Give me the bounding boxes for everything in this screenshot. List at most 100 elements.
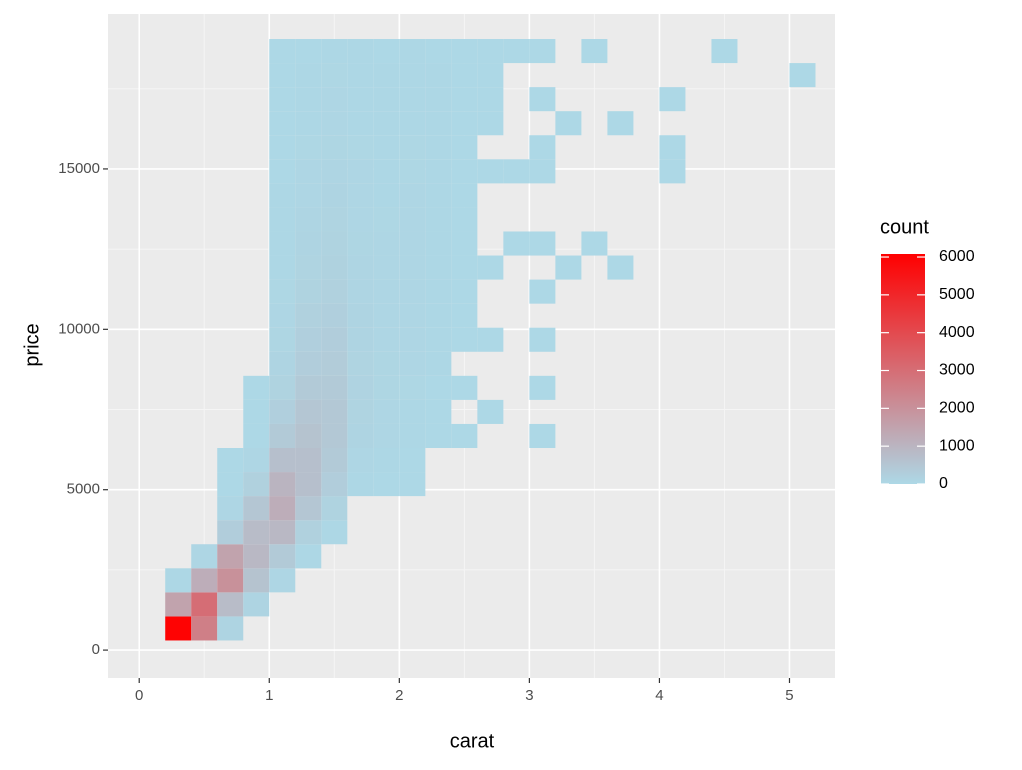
y-tick-label: 15000 <box>58 160 100 177</box>
heatmap-cell <box>425 135 452 160</box>
heatmap-cell <box>191 568 218 593</box>
heatmap-cell <box>321 327 348 352</box>
heatmap-cell <box>269 496 296 521</box>
heatmap-cell <box>269 448 296 473</box>
heatmap-cell <box>269 255 296 280</box>
heatmap-cell <box>269 568 296 593</box>
heatmap-cell <box>243 592 270 617</box>
heatmap-cell <box>269 159 296 184</box>
heatmap-cell <box>165 568 192 593</box>
x-tick-label: 3 <box>525 687 533 704</box>
heatmap-cell <box>373 472 400 497</box>
heatmap-cell <box>399 39 426 64</box>
heatmap-cell <box>321 111 348 136</box>
heatmap-cell <box>217 616 244 641</box>
heatmap-cell <box>425 351 452 376</box>
heatmap-cell <box>399 448 426 473</box>
heatmap-cell <box>399 255 426 280</box>
heatmap-cell <box>321 135 348 160</box>
heatmap-cell <box>529 279 556 304</box>
heatmap-cell <box>321 448 348 473</box>
heatmap-cell <box>295 183 322 208</box>
heatmap-cell <box>295 520 322 545</box>
x-tick-label: 0 <box>135 687 143 704</box>
heatmap-cell <box>321 255 348 280</box>
heatmap-cell <box>529 375 556 400</box>
heatmap-cell <box>295 207 322 232</box>
heatmap-cell <box>269 39 296 64</box>
heatmap-cell <box>321 351 348 376</box>
heatmap-cell <box>399 183 426 208</box>
heatmap-cell <box>399 472 426 497</box>
heatmap-cell <box>347 448 374 473</box>
heatmap-cell <box>477 111 504 136</box>
heatmap-cell <box>295 472 322 497</box>
heatmap-cell <box>425 255 452 280</box>
heatmap-cell <box>555 111 582 136</box>
heatmap-cell <box>321 520 348 545</box>
heatmap-cell <box>399 303 426 328</box>
heatmap-cell <box>347 207 374 232</box>
heatmap-cell <box>451 135 478 160</box>
y-tick-label: 10000 <box>58 320 100 337</box>
heatmap-cell <box>425 63 452 88</box>
heatmap-cell <box>529 327 556 352</box>
heatmap-cell <box>399 63 426 88</box>
heatmap-cell <box>373 423 400 449</box>
heatmap-cell <box>399 351 426 376</box>
heatmap-cell <box>399 423 426 449</box>
x-axis-title: carat <box>450 730 495 752</box>
heatmap-cell <box>607 255 634 280</box>
heatmap-cell <box>295 544 322 569</box>
heatmap-cell <box>373 303 400 328</box>
heatmap-cell <box>321 279 348 304</box>
heatmap-cell <box>295 63 322 88</box>
heatmap-cell <box>373 39 400 64</box>
heatmap-cell <box>269 423 296 449</box>
heatmap-cell <box>243 472 270 497</box>
heatmap-cell <box>165 592 192 617</box>
x-tick-label: 1 <box>265 687 273 704</box>
heatmap-cell <box>217 568 244 593</box>
heatmap-cell <box>477 255 504 280</box>
heatmap-cell <box>373 327 400 352</box>
heatmap-cell <box>373 231 400 256</box>
heatmap-cell <box>243 399 270 424</box>
heatmap-cell <box>425 399 452 424</box>
colorbar <box>881 254 925 484</box>
heatmap-cell <box>399 87 426 112</box>
heatmap-cell <box>295 231 322 256</box>
heatmap-cell <box>347 159 374 184</box>
heatmap-cell <box>269 63 296 88</box>
heatmap-cell <box>269 279 296 304</box>
heatmap-cell <box>347 472 374 497</box>
colorbar-label: 3000 <box>939 362 975 379</box>
heatmap-cell <box>321 472 348 497</box>
heatmap-cell <box>451 423 478 449</box>
heatmap-cell <box>399 135 426 160</box>
heatmap-cell <box>321 375 348 400</box>
heatmap-cell <box>373 279 400 304</box>
heatmap-cell <box>321 87 348 112</box>
heatmap-cell <box>217 472 244 497</box>
heatmap-cell <box>425 327 452 352</box>
heatmap-cell <box>451 87 478 112</box>
heatmap-cell <box>243 423 270 449</box>
heatmap-cell <box>399 399 426 424</box>
heatmap-cell <box>269 351 296 376</box>
heatmap-cell <box>451 279 478 304</box>
heatmap-cell <box>295 87 322 112</box>
heatmap-cell <box>425 375 452 400</box>
heatmap-cell <box>425 207 452 232</box>
heatmap-cell <box>269 399 296 424</box>
heatmap-cell <box>477 87 504 112</box>
heatmap-cell <box>191 616 218 641</box>
heatmap-cell <box>269 231 296 256</box>
heatmap-cell <box>373 159 400 184</box>
heatmap-cell <box>217 592 244 617</box>
heatmap-cell <box>529 423 556 449</box>
heatmap-cell <box>217 448 244 473</box>
y-axis-title: price <box>21 323 43 366</box>
